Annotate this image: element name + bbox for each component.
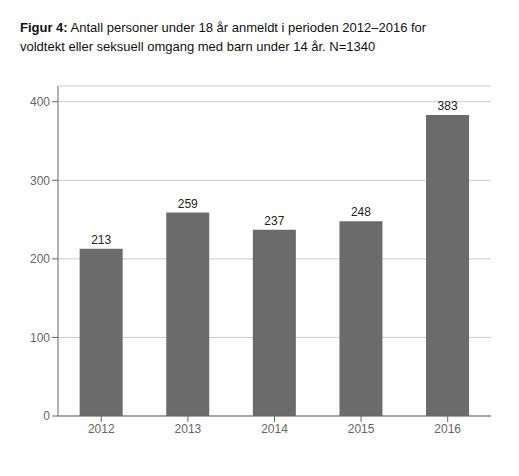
svg-text:248: 248 <box>351 205 371 219</box>
svg-text:2015: 2015 <box>348 422 375 436</box>
svg-text:300: 300 <box>30 174 50 188</box>
svg-text:2014: 2014 <box>261 422 288 436</box>
svg-text:259: 259 <box>178 197 198 211</box>
svg-text:237: 237 <box>264 214 284 228</box>
svg-text:200: 200 <box>30 252 50 266</box>
svg-text:2012: 2012 <box>88 422 115 436</box>
svg-text:2016: 2016 <box>434 422 461 436</box>
svg-text:213: 213 <box>91 233 111 247</box>
svg-text:100: 100 <box>30 331 50 345</box>
svg-text:383: 383 <box>438 99 458 113</box>
svg-text:0: 0 <box>43 409 50 423</box>
svg-text:400: 400 <box>30 95 50 109</box>
svg-text:2013: 2013 <box>175 422 202 436</box>
html-text:Figur 4: Antall personer under: Figur 4: Antall personer under 18 år anm… <box>20 20 427 35</box>
html-text:voldtekt eller seksuell omgang: voldtekt eller seksuell omgang med barn … <box>20 39 376 54</box>
